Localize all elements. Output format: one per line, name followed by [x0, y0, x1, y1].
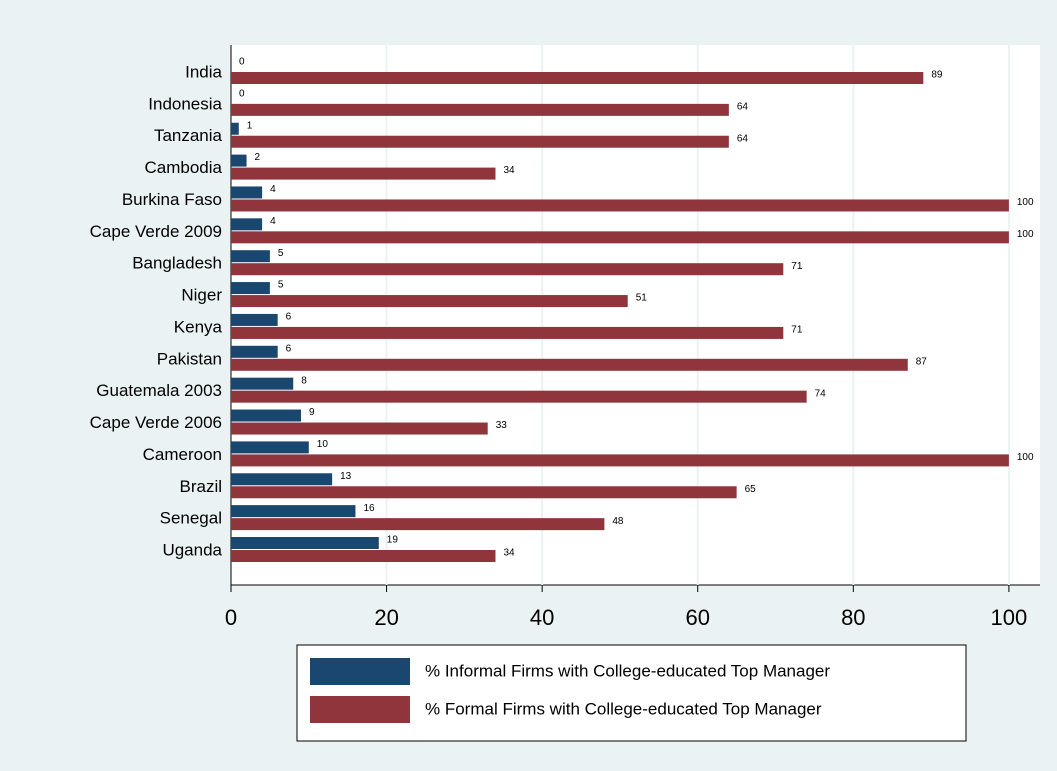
category-label: Pakistan: [157, 349, 222, 368]
value-label: 89: [931, 70, 943, 81]
value-label: 6: [286, 312, 292, 323]
value-label: 64: [737, 102, 749, 113]
category-label: Cape Verde 2009: [90, 222, 222, 241]
value-label: 5: [278, 248, 284, 259]
bar: [231, 441, 309, 454]
bar: [231, 103, 729, 116]
bar: [231, 345, 278, 358]
category-label: Cambodia: [145, 158, 223, 177]
x-tick-label: 40: [530, 605, 554, 630]
category-label: Tanzania: [154, 126, 223, 145]
category-label: Kenya: [174, 317, 223, 336]
legend-label: % Informal Firms with College-educated T…: [425, 661, 830, 680]
x-tick-label: 60: [685, 605, 709, 630]
value-label: 100: [1017, 229, 1034, 240]
bar: [231, 167, 496, 180]
value-label: 10: [317, 439, 329, 450]
x-tick-label: 20: [374, 605, 398, 630]
value-label: 8: [301, 375, 307, 386]
value-label: 9: [309, 407, 315, 418]
x-tick-label: 80: [841, 605, 865, 630]
x-tick-label: 100: [991, 605, 1028, 630]
bar: [231, 550, 496, 562]
value-label: 100: [1017, 452, 1034, 463]
value-label: 19: [387, 535, 399, 546]
value-label: 34: [503, 548, 515, 559]
bar: [231, 122, 239, 135]
category-label: Senegal: [160, 509, 222, 528]
value-label: 34: [503, 165, 515, 176]
value-label: 0: [239, 89, 245, 100]
x-tick-label: 0: [225, 605, 237, 630]
bar: [231, 199, 1009, 212]
value-label: 65: [745, 484, 757, 495]
plot-area: [231, 45, 1040, 585]
category-label: Bangladesh: [132, 254, 222, 273]
value-label: 4: [270, 216, 276, 227]
bar: [231, 135, 729, 148]
category-label: Brazil: [179, 477, 222, 496]
value-label: 4: [270, 184, 276, 195]
bar: [231, 537, 379, 549]
legend-swatch: [310, 658, 410, 685]
bar: [231, 473, 333, 486]
bar: [231, 390, 807, 403]
category-label: India: [185, 62, 222, 81]
category-label: Burkina Faso: [122, 190, 222, 209]
bar: [231, 295, 628, 308]
category-label: Cameroon: [143, 445, 222, 464]
bar: [231, 218, 263, 231]
value-label: 100: [1017, 197, 1034, 208]
category-label: Niger: [181, 286, 222, 305]
value-label: 64: [737, 133, 749, 144]
value-label: 6: [286, 343, 292, 354]
value-label: 51: [636, 293, 648, 304]
bar: [231, 486, 737, 499]
value-label: 5: [278, 280, 284, 291]
bar: [231, 518, 605, 531]
legend-label: % Formal Firms with College-educated Top…: [425, 699, 822, 718]
bar: [231, 454, 1009, 467]
value-label: 74: [815, 388, 827, 399]
category-label: Indonesia: [148, 94, 222, 113]
bar: [231, 313, 278, 326]
value-label: 87: [916, 356, 928, 367]
value-label: 48: [612, 516, 624, 527]
bar: [231, 505, 356, 518]
bar: [231, 377, 294, 390]
value-label: 33: [496, 420, 508, 431]
bar: [231, 154, 247, 167]
bar: [231, 422, 488, 435]
value-label: 71: [791, 261, 803, 272]
value-label: 0: [239, 57, 245, 68]
bar: [231, 358, 908, 371]
bar: [231, 72, 924, 84]
category-label: Uganda: [162, 540, 222, 559]
value-label: 71: [791, 325, 803, 336]
bar: [231, 282, 270, 295]
value-label: 2: [255, 152, 261, 163]
bar: [231, 250, 270, 263]
bar: [231, 186, 263, 199]
bar: [231, 409, 302, 422]
bar: [231, 231, 1009, 244]
category-label: Guatemala 2003: [96, 381, 222, 400]
category-label: Cape Verde 2006: [90, 413, 222, 432]
value-label: 13: [340, 471, 352, 482]
bar: [231, 263, 784, 276]
value-label: 1: [247, 120, 253, 131]
legend-swatch: [310, 696, 410, 723]
bar: [231, 326, 784, 339]
value-label: 16: [363, 503, 375, 514]
